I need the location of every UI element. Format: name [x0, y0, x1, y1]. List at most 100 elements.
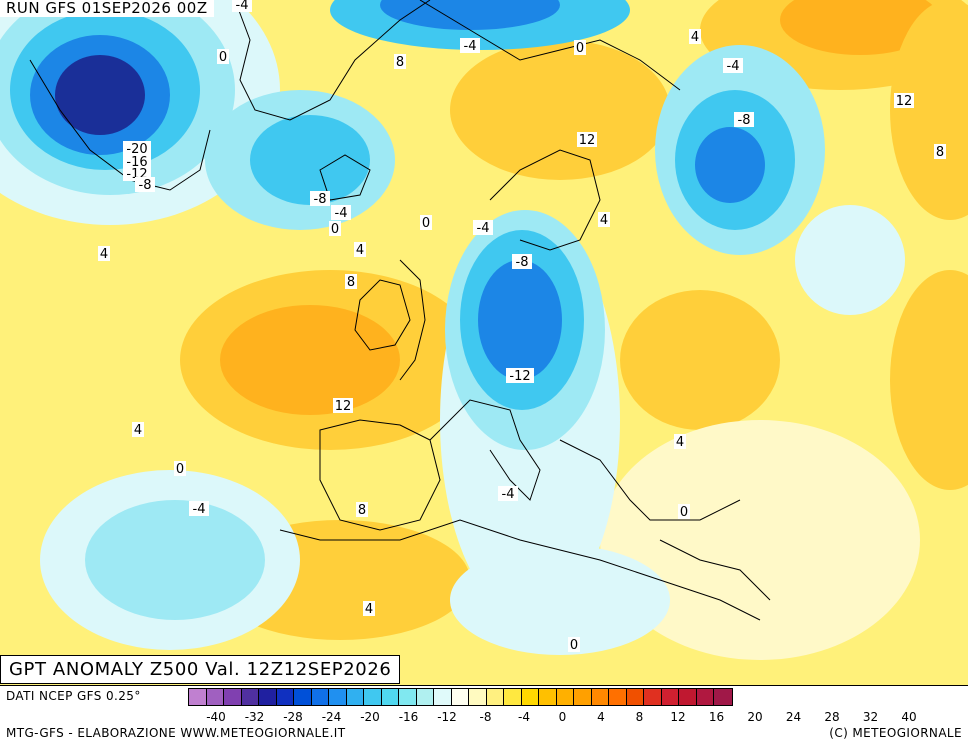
contour-label: -4 — [236, 0, 249, 13]
contour-label-bg — [420, 215, 432, 230]
contour-label: -8 — [139, 178, 152, 193]
contour-label-bg — [363, 601, 375, 616]
color-scale-swatch — [451, 689, 469, 705]
near-zero-east-med — [600, 420, 920, 660]
anomaly-map: -4 0 -4 8 0 4 -4 -8 -20 -16 -12 -8 12 12 8 -8 -4 0 0 -4 4 4 -8… — [0, 0, 968, 686]
coast-ireland-uk — [354, 279, 411, 351]
color-scale-tick-label: 24 — [785, 710, 802, 724]
elaboration-credit: MTG-GFS - ELABORAZIONE WWW.METEOGIORNALE… — [6, 726, 346, 740]
anomaly-fields — [0, 0, 968, 660]
coastlines — [29, 0, 771, 621]
color-scale-tick-label: -8 — [479, 710, 492, 724]
contour-label: 12 — [896, 94, 913, 109]
color-scale-tick-label: 4 — [597, 710, 605, 724]
contour-label: -8 — [314, 192, 327, 207]
cold-russia-core — [695, 127, 765, 203]
run-label: RUN GFS 01SEP2026 00Z — [0, 0, 214, 17]
contour-label-bg — [356, 502, 368, 517]
color-scale-swatch — [679, 689, 697, 705]
color-scale-swatch — [434, 689, 452, 705]
contour-label: 4 — [134, 423, 142, 438]
contour-label-bg — [394, 54, 406, 69]
contour-label: 8 — [347, 275, 355, 290]
color-scale-swatch — [469, 689, 487, 705]
contour-label-bg — [734, 112, 754, 127]
coast-levant — [659, 539, 771, 601]
color-scale-tick-label: 8 — [635, 710, 644, 724]
cold-russia-southeast — [795, 205, 905, 315]
contour-label: -4 — [502, 487, 515, 502]
color-scale-ticks: -40 -32 -28 -24 -20 -16 -12 -8 -4 0 4 8 12 16 20 24 28 32… — [188, 710, 968, 726]
contour-label-bg — [473, 220, 493, 235]
warm-core-northeast — [780, 0, 940, 55]
color-scale-swatch — [346, 689, 364, 705]
contour-label-bg — [598, 212, 610, 227]
contour-label-bg — [329, 221, 341, 236]
contour-label-bg — [123, 154, 151, 169]
cold-greenland-south-core — [250, 115, 370, 205]
contour-label: 8 — [396, 55, 404, 70]
warm-anomaly-east-caspian — [890, 270, 968, 490]
color-scale-tick-label: 0 — [558, 710, 567, 724]
color-scale-swatch — [591, 689, 609, 705]
contour-label-bg — [568, 637, 580, 652]
coast-uk-east — [399, 259, 426, 381]
color-scale-tick-label: 28 — [824, 710, 840, 724]
cold-labrador-core — [55, 55, 145, 135]
color-scale-swatch — [504, 689, 522, 705]
contour-label: 0 — [331, 222, 339, 237]
contour-label: 0 — [422, 216, 430, 231]
color-scale-swatch — [574, 689, 592, 705]
contour-label: -8 — [738, 113, 751, 128]
color-scale-tick-label: -24 — [321, 710, 342, 724]
contour-label: 8 — [358, 503, 366, 518]
color-scale-tick-label: -4 — [518, 710, 530, 724]
color-scale-swatch — [626, 689, 644, 705]
contour-label: 4 — [676, 435, 684, 450]
contour-label-bg — [232, 0, 252, 12]
color-scale-swatch — [189, 689, 207, 705]
contour-label-bg — [174, 461, 186, 476]
contour-label: -4 — [335, 206, 348, 221]
contour-label-bg — [123, 141, 151, 156]
contour-label: 0 — [570, 638, 578, 653]
color-scale-swatch — [609, 689, 627, 705]
contour-label-bg — [331, 205, 351, 220]
contour-label-bg — [498, 486, 518, 501]
coast-balkans-turkey — [559, 439, 741, 521]
contour-label: -20 — [126, 142, 147, 157]
color-scale-swatch — [311, 689, 329, 705]
contour-label-bg — [135, 177, 155, 192]
coast-arctic — [419, 0, 681, 91]
color-scale-swatch — [294, 689, 312, 705]
coast-greenland — [234, 0, 431, 121]
contour-label: -4 — [193, 502, 206, 517]
contour-label: 0 — [219, 50, 227, 65]
contour-label-bg — [674, 434, 686, 449]
contour-label: 12 — [335, 399, 352, 414]
contour-label-bg — [689, 29, 701, 44]
color-scale-tick-label: 32 — [862, 710, 879, 724]
contour-label-bg — [934, 144, 946, 159]
color-scale-swatch — [714, 689, 732, 705]
data-source-label: DATI NCEP GFS 0.25° — [6, 689, 141, 703]
color-scale-swatch — [661, 689, 679, 705]
contour-label: 0 — [176, 462, 184, 477]
color-scale-swatch — [206, 689, 224, 705]
contour-label-bg — [310, 191, 330, 206]
contour-label-bg — [217, 49, 229, 64]
color-scale-swatch — [241, 689, 259, 705]
contour-label: -8 — [516, 255, 529, 270]
contour-label: 0 — [576, 41, 584, 56]
color-scale-tick-label: -16 — [398, 710, 419, 724]
color-scale-tick-label: -32 — [244, 710, 265, 724]
contour-label-bg — [678, 504, 690, 519]
color-scale-swatch — [364, 689, 382, 705]
color-scale-swatch — [644, 689, 662, 705]
coast-scandinavia — [489, 149, 601, 251]
contour-label-bg — [189, 501, 209, 516]
color-scale-swatch — [696, 689, 714, 705]
color-scale-swatch — [381, 689, 399, 705]
contour-label: -12 — [509, 369, 530, 384]
